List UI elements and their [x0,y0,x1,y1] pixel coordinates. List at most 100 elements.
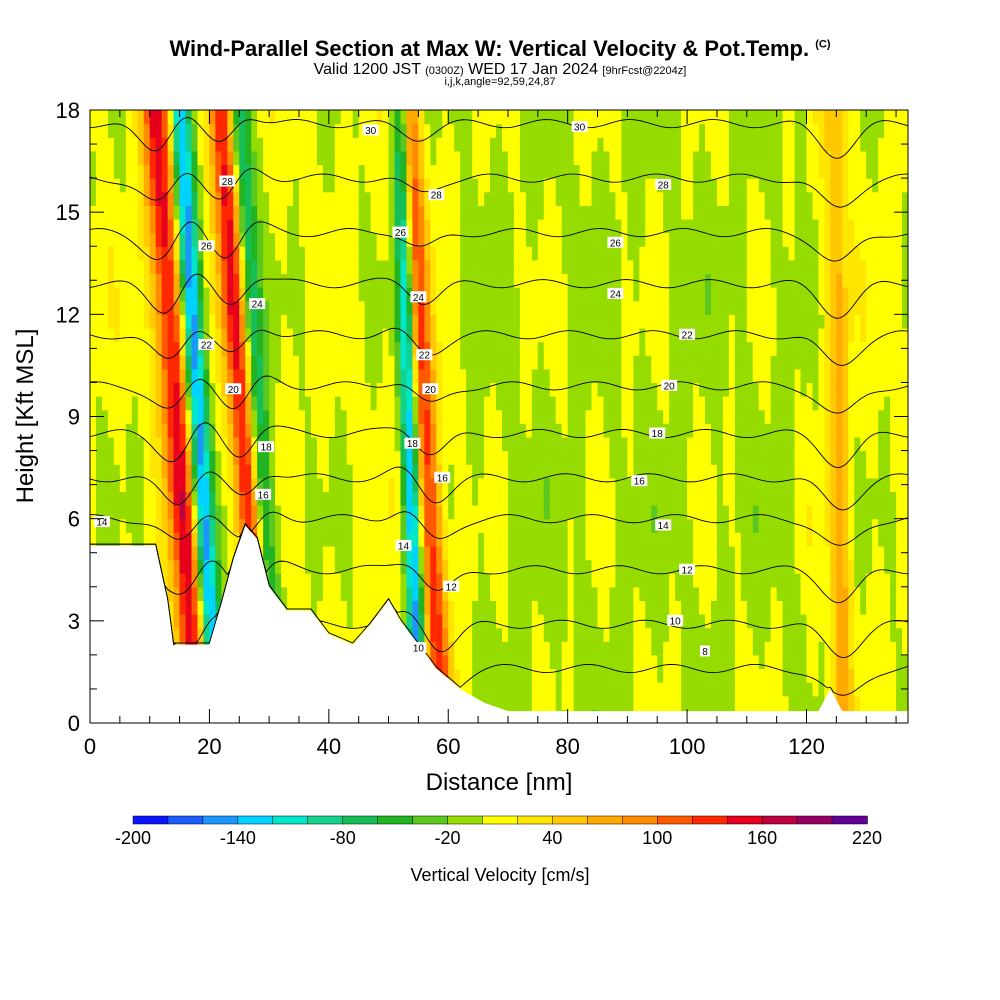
velocity-cell [585,668,593,683]
velocity-cell [681,545,688,561]
velocity-cell [734,164,742,179]
velocity-cell [310,218,318,234]
velocity-cell [275,178,282,193]
velocity-cell [728,559,736,574]
velocity-cell [537,382,545,397]
velocity-cell [119,423,127,438]
velocity-cell [167,246,175,261]
velocity-cell [537,259,545,275]
velocity-cell [203,355,211,370]
velocity-cell [328,573,336,588]
velocity-cell [245,355,252,370]
velocity-cell [472,409,479,424]
velocity-cell [352,287,360,302]
velocity-cell [657,586,664,601]
velocity-cell [436,464,443,479]
velocity-cell [215,287,222,302]
velocity-cell [215,518,222,533]
velocity-cell [412,450,419,465]
velocity-cell [298,150,306,166]
velocity-cell [699,559,706,574]
velocity-cell [215,573,222,588]
velocity-cell [567,178,575,193]
velocity-cell [555,273,563,288]
velocity-cell [490,232,497,247]
velocity-cell [173,205,181,220]
velocity-cell [561,409,569,424]
velocity-cell [316,545,324,561]
velocity-cell [233,409,240,424]
velocity-cell [95,341,103,356]
velocity-cell [310,532,318,547]
velocity-cell [699,205,706,220]
velocity-cell [316,150,324,166]
velocity-cell [95,368,103,384]
velocity-cell [298,314,306,329]
velocity-cell [95,491,103,506]
velocity-cell [663,205,670,220]
velocity-cell [531,300,539,315]
velocity-cell [573,464,581,479]
velocity-cell [525,477,533,493]
velocity-cell [358,164,366,179]
velocity-cell [549,396,557,411]
velocity-cell [334,164,342,179]
velocity-cell [143,300,151,315]
velocity-cell [131,205,139,220]
velocity-cell [657,191,664,206]
velocity-cell [740,396,748,411]
velocity-cell [728,682,736,697]
velocity-cell [304,586,312,601]
velocity-cell [233,505,240,520]
velocity-cell [734,327,742,343]
velocity-cell [633,573,640,588]
velocity-cell [257,273,264,288]
velocity-cell [615,559,622,574]
velocity-cell [161,409,169,424]
velocity-cell [567,368,575,384]
velocity-cell [245,259,252,275]
velocity-cell [394,505,402,520]
velocity-cell [394,110,402,125]
velocity-cell [561,654,569,670]
copyright-mark: (C) [815,38,831,51]
velocity-cell [484,423,491,438]
velocity-cell [430,423,437,438]
velocity-cell [239,218,246,234]
velocity-cell [340,573,348,588]
velocity-cell [466,341,473,356]
velocity-cell [490,641,497,656]
velocity-cell [340,232,348,247]
velocity-cell [722,273,730,288]
velocity-cell [657,641,664,656]
velocity-cell [340,314,348,329]
velocity-cell [627,368,634,384]
velocity-cell [507,423,515,438]
velocity-cell [263,355,270,370]
velocity-cell [304,477,312,493]
velocity-cell [161,218,169,234]
velocity-cell [579,205,587,220]
velocity-cell [639,682,646,697]
velocity-cell [478,327,485,343]
velocity-cell [263,287,270,302]
velocity-cell [269,491,276,506]
velocity-cell [430,123,437,138]
velocity-cell [585,164,593,179]
velocity-cell [167,491,175,506]
velocity-cell [418,123,425,138]
velocity-cell [90,368,97,384]
velocity-cell [621,627,628,642]
velocity-cell [734,150,742,166]
velocity-cell [519,341,527,356]
velocity-cell [173,573,181,588]
velocity-cell [287,355,294,370]
velocity-cell [573,586,581,601]
velocity-cell [699,110,706,125]
velocity-cell [388,218,396,234]
velocity-cell [585,436,593,452]
velocity-cell [484,436,491,452]
velocity-cell [388,518,396,533]
velocity-cell [179,518,187,533]
velocity-cell [251,491,258,506]
